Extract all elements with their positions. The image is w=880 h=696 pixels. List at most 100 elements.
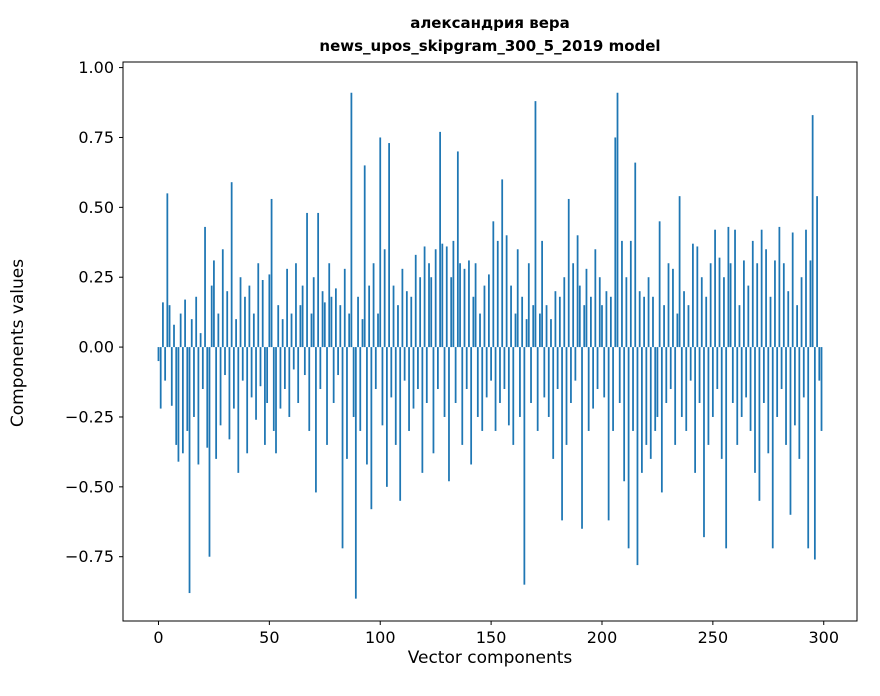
bar — [226, 291, 229, 348]
bar — [700, 277, 703, 348]
bar — [527, 263, 530, 348]
bar — [683, 291, 685, 348]
bar — [725, 347, 728, 549]
bar — [301, 285, 304, 348]
bar — [461, 347, 464, 445]
bar — [501, 179, 504, 348]
x-tick-label: 100 — [365, 628, 396, 647]
bar — [443, 347, 446, 417]
bar — [450, 277, 453, 348]
bar — [521, 296, 524, 348]
bar — [816, 196, 818, 348]
bar — [811, 115, 814, 348]
bar — [437, 347, 439, 390]
bar — [292, 347, 295, 370]
chart-title-block: александрия вера news_upos_skipgram_300_… — [123, 12, 857, 57]
bar — [270, 198, 273, 348]
bar — [219, 347, 222, 426]
bar — [288, 347, 291, 417]
bar — [237, 347, 240, 473]
bar — [310, 313, 313, 348]
bar — [408, 347, 410, 431]
bar — [479, 313, 481, 348]
bar — [523, 347, 526, 585]
bar — [241, 347, 244, 381]
bar — [199, 333, 202, 348]
bar — [512, 347, 515, 445]
bar — [483, 285, 486, 348]
bar — [357, 296, 359, 348]
bar — [386, 347, 388, 487]
bar — [197, 347, 200, 465]
bar — [204, 226, 206, 348]
bar — [454, 347, 457, 403]
bar — [417, 347, 419, 390]
bar — [625, 277, 628, 348]
bar — [745, 347, 748, 398]
bar — [184, 299, 186, 348]
bar — [346, 347, 348, 459]
bar — [295, 263, 297, 348]
bar — [636, 347, 639, 566]
bar — [596, 347, 599, 390]
bar — [743, 260, 745, 348]
bar — [694, 347, 696, 473]
bar — [266, 347, 269, 403]
bar — [785, 347, 787, 445]
bar — [585, 268, 588, 348]
bar — [343, 268, 346, 348]
bar — [578, 285, 581, 348]
bar — [760, 229, 763, 348]
bar — [607, 347, 610, 521]
bar — [729, 263, 732, 348]
y-tick-label: −0.50 — [65, 477, 114, 496]
bar — [339, 305, 342, 348]
bar — [208, 347, 211, 557]
bar — [519, 347, 521, 417]
bar — [421, 347, 424, 473]
bar — [414, 254, 417, 348]
bar — [678, 196, 681, 348]
bar — [740, 347, 743, 417]
axes-box — [122, 61, 858, 622]
bar — [612, 347, 614, 431]
bar — [534, 101, 537, 348]
bar — [335, 288, 337, 348]
bar — [689, 347, 692, 381]
bar — [638, 291, 641, 348]
bar — [175, 347, 178, 445]
bar — [676, 313, 679, 348]
bar — [820, 347, 823, 431]
bar — [669, 347, 672, 390]
bar — [771, 347, 774, 549]
bar — [459, 263, 461, 348]
bar — [308, 347, 311, 431]
bar — [765, 249, 767, 348]
bar — [705, 296, 708, 348]
bar — [281, 319, 284, 348]
bar — [312, 277, 315, 348]
bar — [618, 347, 621, 403]
bar — [430, 277, 433, 348]
bar — [303, 347, 306, 376]
y-axis-label: Components values — [8, 258, 28, 428]
x-tick-label: 300 — [808, 628, 839, 647]
bar — [381, 347, 384, 426]
bar — [807, 347, 810, 549]
bar — [641, 347, 643, 473]
bar — [716, 347, 719, 390]
bar — [603, 347, 606, 398]
bar — [570, 347, 572, 403]
bar — [767, 347, 770, 454]
bar — [663, 305, 665, 348]
bar — [352, 347, 355, 417]
bar — [530, 347, 532, 403]
bar — [181, 347, 184, 454]
bar — [268, 274, 271, 348]
y-tick-label: 0.50 — [78, 198, 114, 217]
bar — [485, 347, 488, 398]
bar — [601, 305, 603, 348]
bar — [751, 240, 754, 348]
bar — [647, 277, 650, 348]
bar — [379, 137, 382, 348]
